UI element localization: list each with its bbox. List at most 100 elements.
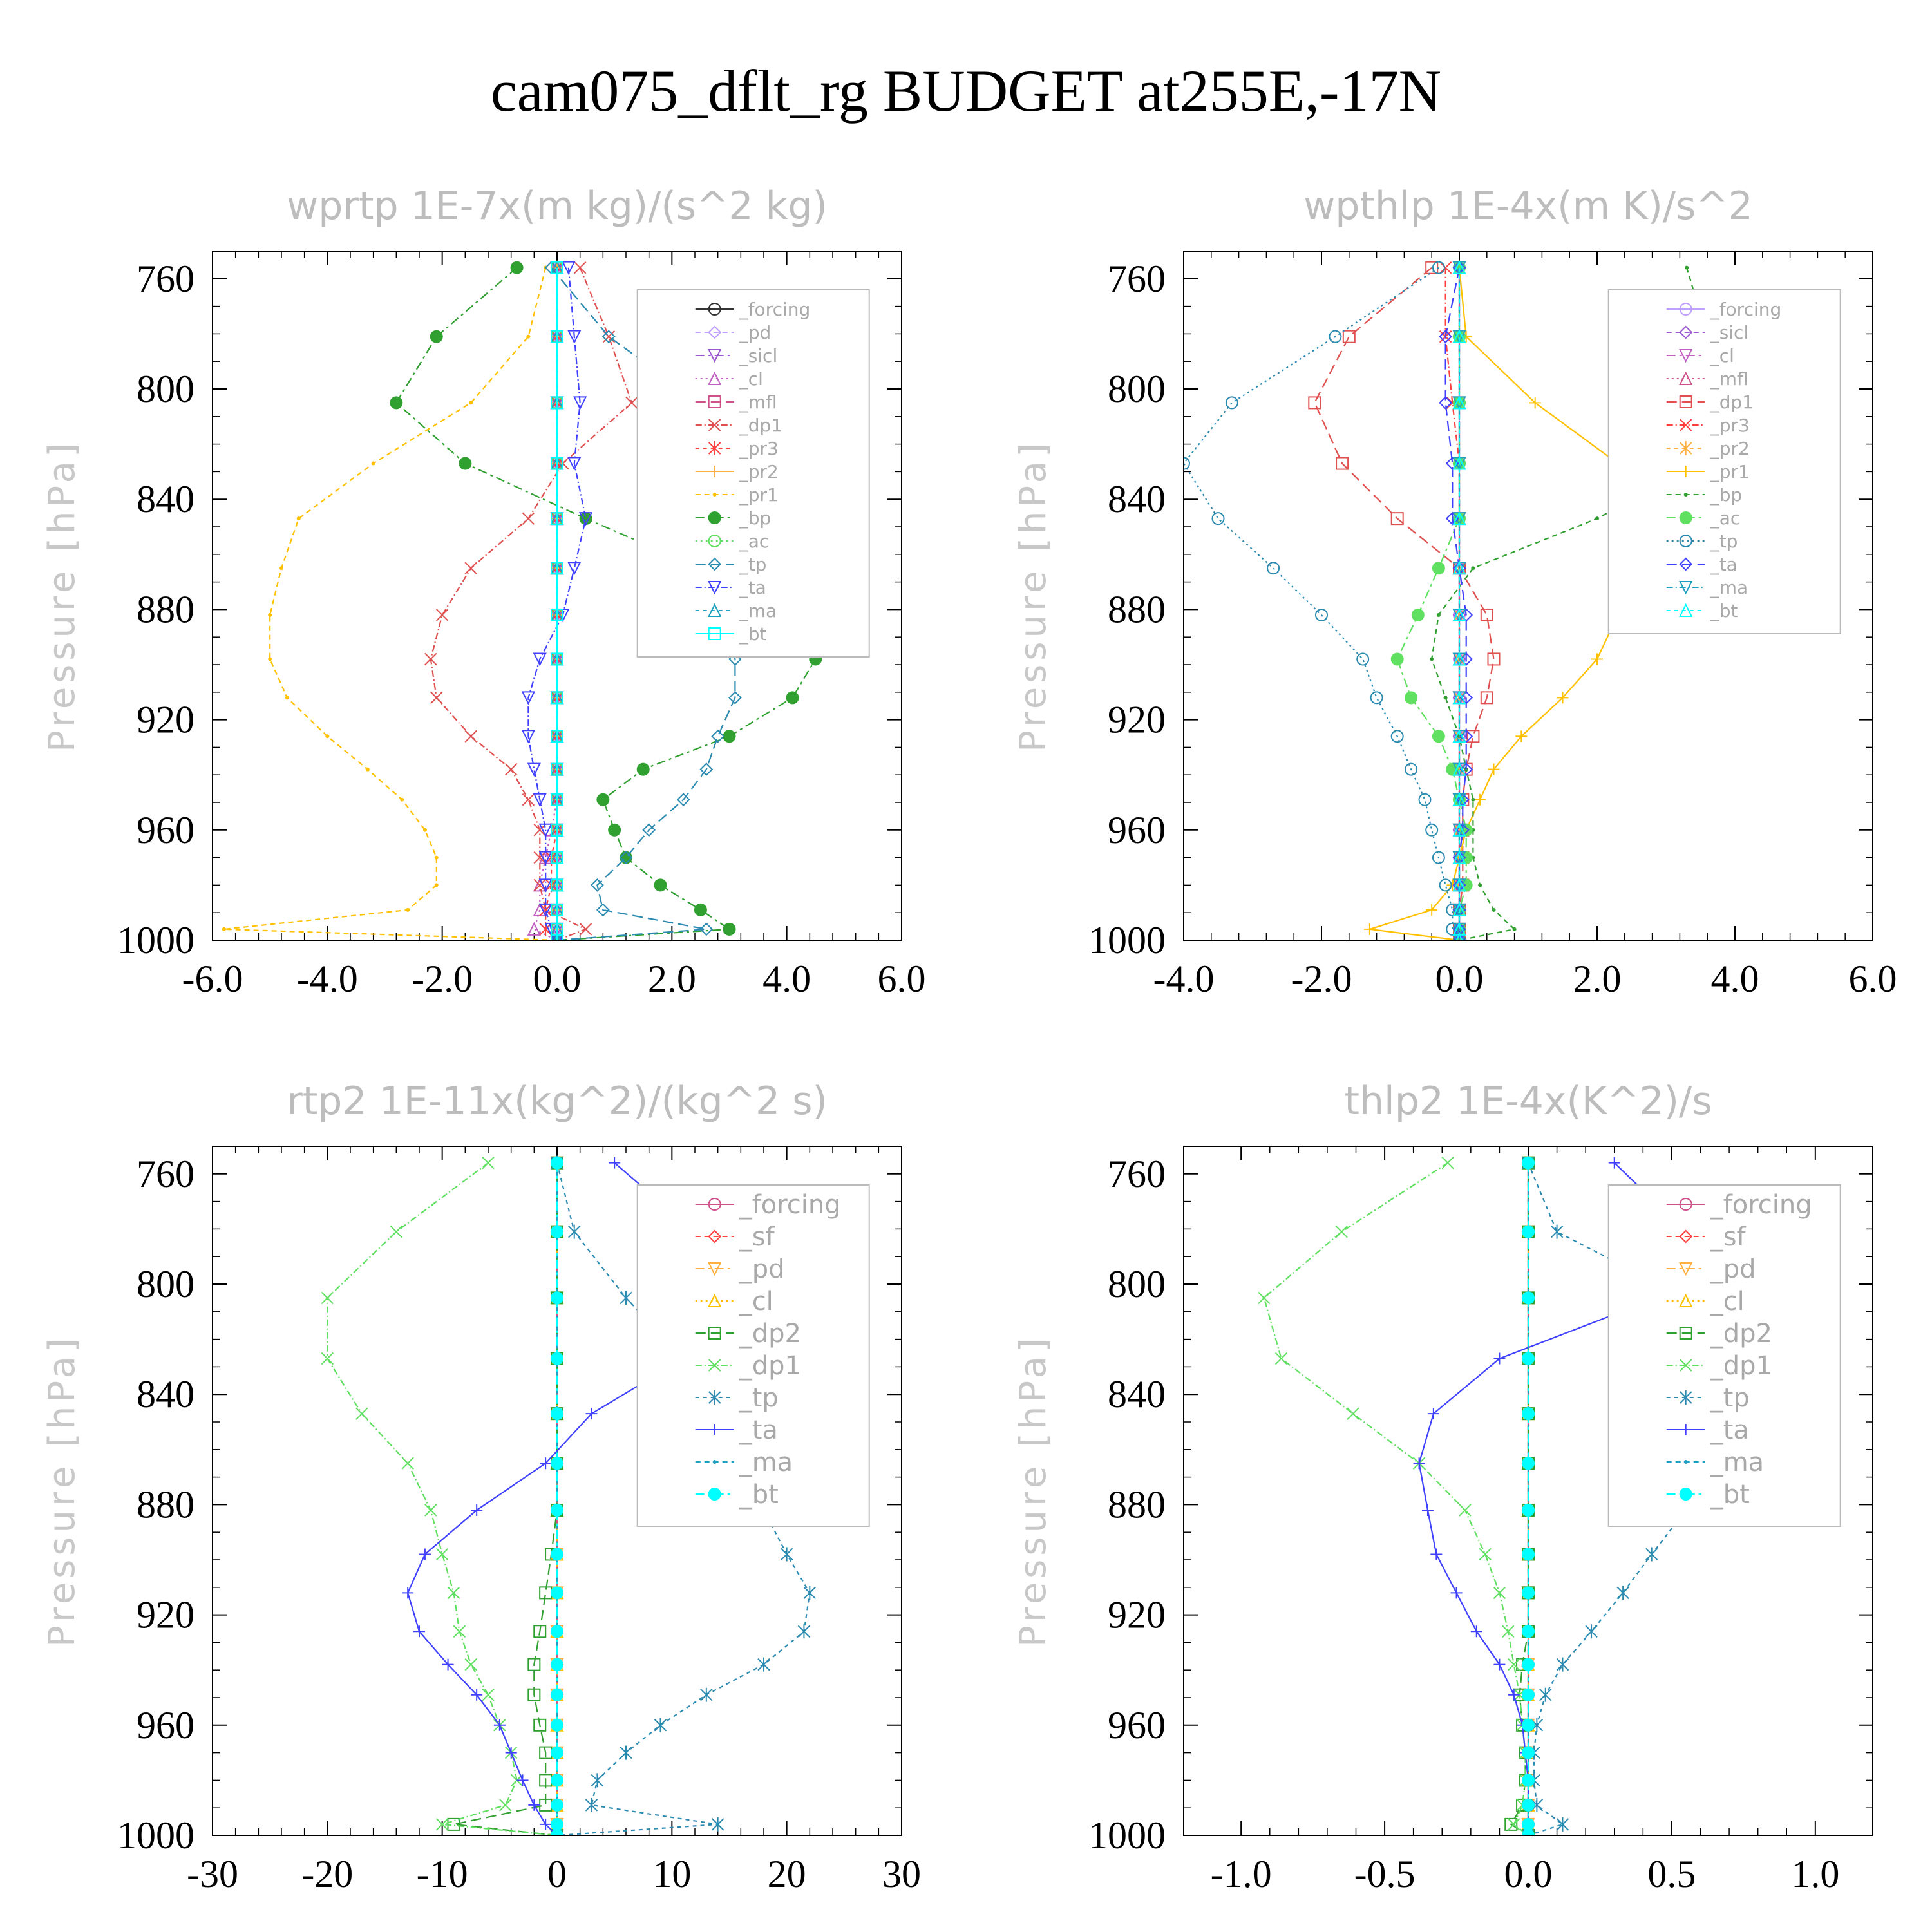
legend-label: _cl <box>739 368 763 390</box>
legend-marker <box>708 303 721 316</box>
data-point-bt <box>551 1586 564 1600</box>
data-point-dp1 <box>464 562 477 574</box>
y-tick-label: 840 <box>1108 478 1166 520</box>
data-point-tp <box>1370 691 1383 705</box>
data-point-ta <box>1470 1625 1482 1638</box>
legend-label: _ma <box>739 600 777 621</box>
data-point-bt <box>1452 792 1466 806</box>
data-point-dp1 <box>1487 652 1501 666</box>
x-tick-label: 30 <box>882 1853 921 1895</box>
data-point-bp <box>694 903 707 916</box>
x-tick-label: 10 <box>652 1853 691 1895</box>
legend-marker <box>708 1390 721 1405</box>
data-point-tp <box>803 1586 817 1600</box>
data-point-dp1 <box>1508 1818 1520 1831</box>
legend-label: _bt <box>1710 1480 1750 1510</box>
y-tick-label: 800 <box>137 1263 194 1305</box>
data-point-bt <box>551 562 564 575</box>
legend-label: _bt <box>739 1480 779 1510</box>
data-point-bt <box>1452 560 1466 575</box>
data-point-bt <box>551 1774 564 1787</box>
legend-marker <box>708 441 721 455</box>
x-tick-label: -10 <box>417 1853 468 1895</box>
legend-label: _sicl <box>1710 322 1749 343</box>
legend-label: _tp <box>1710 1383 1750 1413</box>
data-point-dp1 <box>533 851 546 864</box>
legend-marker <box>1679 603 1693 617</box>
legend-marker <box>708 325 722 339</box>
legend-marker <box>708 1424 721 1435</box>
data-point-bp <box>786 691 799 705</box>
data-point-bt <box>1522 1352 1535 1365</box>
data-point-ta <box>538 878 553 893</box>
legend-marker <box>1679 1327 1692 1340</box>
data-point-tp <box>1432 261 1445 274</box>
x-tick-label: -4.0 <box>1153 958 1215 1000</box>
series-line-dp1 <box>1314 267 1495 940</box>
data-point-bt <box>551 730 564 743</box>
legend-label: _pr2 <box>739 461 779 482</box>
data-point-ac <box>1459 878 1473 892</box>
data-point-pr1 <box>406 907 410 912</box>
data-point-bp <box>654 878 667 892</box>
data-point-ta <box>567 457 582 471</box>
y-tick-label: 920 <box>137 699 194 741</box>
data-point-ta <box>1450 1587 1463 1599</box>
data-point-bt <box>551 851 564 864</box>
data-point-ta <box>1459 690 1473 705</box>
data-point-dp1 <box>435 609 449 621</box>
legend: _forcing_pd_sicl_cl_mfl_dp1_pr3_pr2_pr1_… <box>636 289 870 658</box>
data-point-bp <box>1436 612 1441 617</box>
series-line-bp <box>395 267 817 940</box>
data-point-bp <box>636 762 650 776</box>
x-tick-label: -30 <box>187 1853 238 1895</box>
data-point-dp1 <box>1342 330 1356 343</box>
y-tick-label: 880 <box>137 588 194 630</box>
y-tick-label: 840 <box>137 1373 194 1416</box>
data-point-ta <box>538 851 553 865</box>
legend-marker <box>708 419 721 431</box>
data-point-ta <box>567 330 582 344</box>
y-tick-label: 880 <box>1108 1483 1166 1526</box>
legend-label: _pr1 <box>739 484 779 506</box>
y-tick-label: 840 <box>137 478 194 520</box>
data-point-ta <box>1493 1352 1506 1365</box>
legend-marker <box>1679 325 1693 339</box>
data-point-tp <box>728 690 742 705</box>
data-point-pr1 <box>325 734 330 739</box>
data-point-tp <box>1329 330 1342 343</box>
legend-label: _dp2 <box>739 1319 801 1349</box>
data-point-pr1 <box>285 696 289 700</box>
legend-marker <box>708 1327 721 1340</box>
series-line-pr1 <box>223 267 558 940</box>
data-point-ta <box>578 512 593 526</box>
y-tick-label: 760 <box>137 258 194 300</box>
data-point-pr1 <box>365 767 370 772</box>
legend-label: _cl <box>739 1287 773 1316</box>
data-point-dp2 <box>533 1625 547 1638</box>
data-point-bt <box>551 934 564 940</box>
data-point-bt <box>1522 1829 1535 1835</box>
data-point-ta <box>1427 1408 1439 1420</box>
series-layer <box>1258 1155 1814 1835</box>
data-point-bt <box>1522 1817 1535 1831</box>
legend-marker <box>1679 1293 1693 1307</box>
legend-label: _ma <box>1710 1448 1764 1477</box>
series-layer <box>222 260 822 940</box>
data-point-bt <box>551 793 564 806</box>
data-point-bp <box>510 261 524 274</box>
data-point-tp <box>591 1773 604 1788</box>
plot-frame <box>1183 251 1873 941</box>
data-point-bt <box>551 903 564 916</box>
legend-marker <box>1679 557 1693 571</box>
y-tick-label: 920 <box>137 1594 194 1636</box>
data-point-bt <box>551 1688 564 1701</box>
data-point-bt <box>1452 511 1466 526</box>
data-point-bt <box>1522 1457 1535 1470</box>
data-point-tp <box>585 1797 598 1812</box>
data-point-bt <box>1452 652 1466 666</box>
data-point-ta <box>1508 1689 1520 1701</box>
data-point-dp1 <box>1493 1586 1506 1600</box>
data-point-dp1 <box>533 824 546 837</box>
data-point-bt <box>1452 260 1466 274</box>
